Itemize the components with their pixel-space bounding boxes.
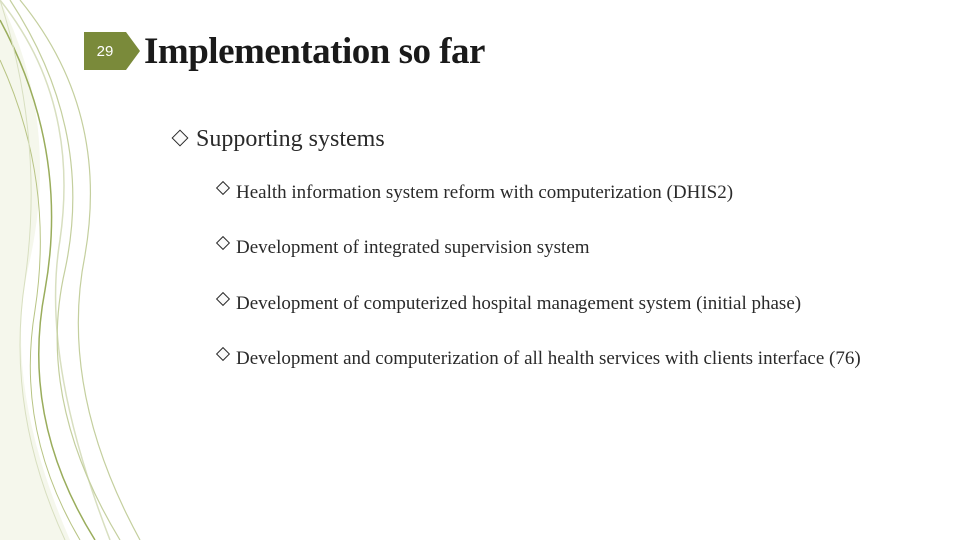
sub-bullet-text: Development of computerized hospital man… [236,289,801,318]
sub-bullet-text: Health information system reform with co… [236,178,733,207]
diamond-bullet-icon [216,181,230,195]
sub-bullet-item: Development of integrated supervision sy… [218,233,898,262]
main-bullet-text: Supporting systems [196,126,385,153]
sub-bullet-item: Development of computerized hospital man… [218,289,898,318]
slide-title: Implementation so far [144,30,485,73]
sub-bullet-list: Health information system reform with co… [218,178,898,374]
sub-bullet-item: Development and computerization of all h… [218,344,898,373]
sub-bullet-text: Development of integrated supervision sy… [236,233,590,262]
sub-bullet-text: Development and computerization of all h… [236,344,861,373]
diamond-bullet-icon [216,347,230,361]
sub-bullet-item: Health information system reform with co… [218,178,898,207]
diamond-bullet-icon [172,130,189,147]
slide-number: 29 [84,32,126,70]
slide-number-arrow [126,32,140,70]
diamond-bullet-icon [216,236,230,250]
diamond-bullet-icon [216,292,230,306]
main-bullet-row: Supporting systems [174,126,385,153]
